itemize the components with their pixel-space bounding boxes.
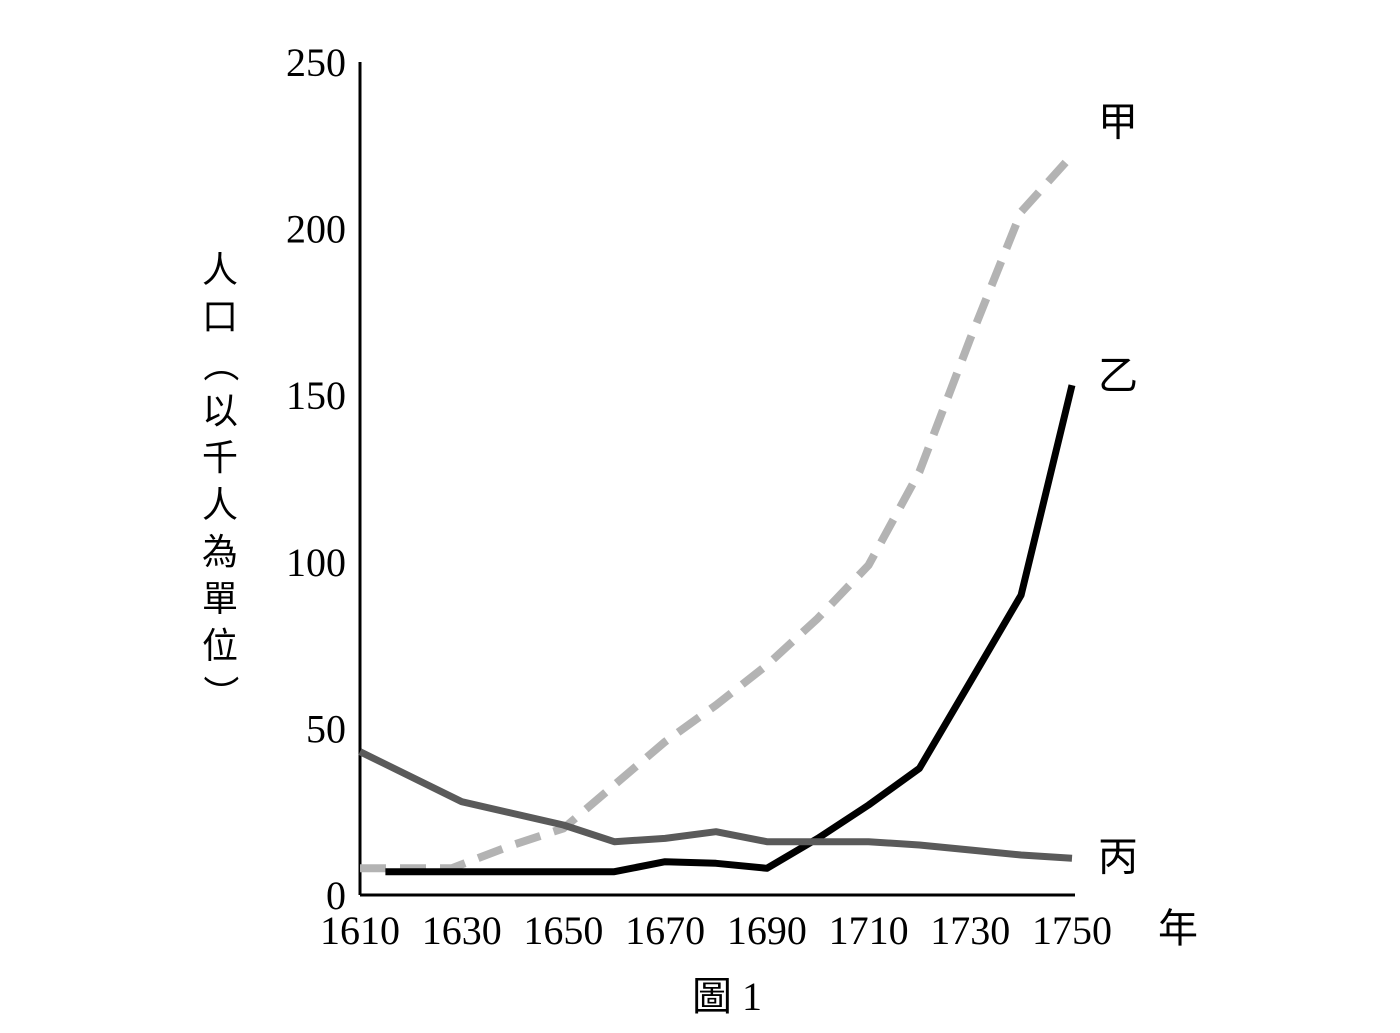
x-tick-labels: 1610 1630 1650 1670 1690 1710 1730 1750 (320, 908, 1112, 953)
series-line-2 (385, 384, 1076, 876)
y-axis-label-char: 口 (202, 297, 238, 338)
y-axis-label-char: 單 (202, 579, 238, 620)
y-tick-label: 0 (326, 873, 346, 918)
x-axis-label: 年 (1158, 906, 1198, 952)
y-axis-label-char: 人 (202, 250, 238, 291)
x-tick-label: 1630 (422, 908, 502, 953)
series-label-3: 丙 (1098, 834, 1138, 880)
x-tick-label: 1710 (829, 908, 909, 953)
y-axis-label-char: （ (199, 346, 240, 382)
y-tick-label: 250 (286, 40, 346, 85)
y-axis-label-char: 千 (202, 438, 238, 479)
y-tick-label: 200 (286, 207, 346, 252)
y-axis-label-char: 人 (202, 485, 238, 526)
y-tick-label: 50 (306, 706, 346, 751)
y-tick-label: 150 (286, 373, 346, 418)
y-axis-label-char: 為 (202, 532, 238, 573)
series-line-3 (358, 748, 1073, 862)
x-tick-label: 1610 (320, 908, 400, 953)
series-lines (358, 152, 1076, 876)
x-tick-label: 1750 (1032, 908, 1112, 953)
series-line-1 (360, 152, 1075, 873)
series-label-1: 甲 (1098, 99, 1138, 145)
y-axis-label-char: ） (199, 675, 240, 711)
y-axis-label-char: 位 (202, 626, 238, 667)
y-axis-label-char: 以 (202, 391, 238, 432)
series-labels: 甲乙丙 (1098, 99, 1138, 880)
series-label-2: 乙 (1098, 353, 1138, 399)
y-tick-label: 100 (286, 540, 346, 585)
x-tick-label: 1690 (727, 908, 807, 953)
x-tick-label: 1730 (930, 908, 1010, 953)
x-tick-label: 1650 (523, 908, 603, 953)
x-tick-label: 1670 (625, 908, 705, 953)
y-tick-labels: 0 50 100 150 200 250 (286, 40, 346, 918)
figure-caption: 圖 1 (692, 974, 762, 1019)
